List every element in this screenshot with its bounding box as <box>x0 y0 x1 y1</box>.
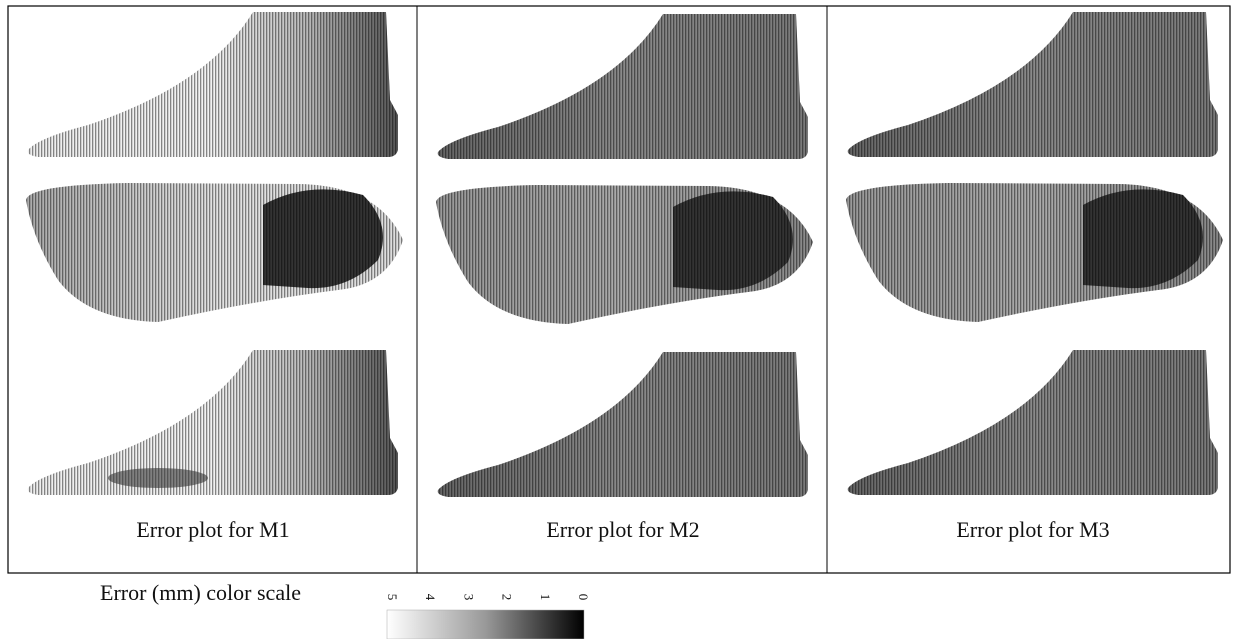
colorbar-label: Error (mm) color scale <box>100 580 301 605</box>
panel-m1: Error plot for M1 <box>26 12 403 542</box>
colorbar-tick-label: 1 <box>538 594 553 601</box>
colorbar-ticks: 5 4 3 2 1 0 <box>385 594 591 601</box>
panel-m3: Error plot for M3 <box>846 12 1223 542</box>
figure: Error plot for M1 Error plot for M2 Erro… <box>0 0 1239 639</box>
caption: Error plot for M1 <box>136 517 289 542</box>
colorbar-tick-label: 5 <box>385 594 400 601</box>
colorbar-tick-label: 0 <box>576 594 591 601</box>
colorbar-tick-label: 4 <box>423 594 438 601</box>
page: Error plot for M1 Error plot for M2 Erro… <box>0 0 1239 639</box>
colorbar <box>387 610 584 639</box>
panel-m2: Error plot for M2 <box>436 14 813 542</box>
colorbar-tick-label: 2 <box>500 594 515 601</box>
colorbar-tick-label: 3 <box>461 594 476 601</box>
caption: Error plot for M3 <box>956 517 1109 542</box>
caption: Error plot for M2 <box>546 517 699 542</box>
